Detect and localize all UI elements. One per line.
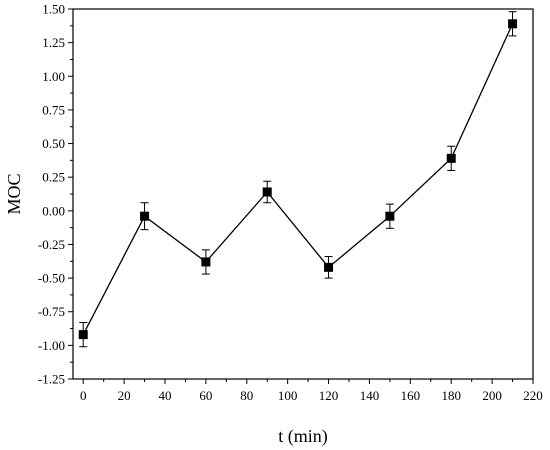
series-line [82,23,514,335]
x-tick-label: 0 [80,388,87,403]
data-point [78,330,88,340]
x-tick-label: 80 [240,388,253,403]
y-tick-label: 0.25 [42,170,65,185]
y-axis-label: MOC [4,173,24,214]
data-point [446,153,456,163]
data-point [324,262,334,272]
data-point [140,211,150,221]
x-tick-label: 120 [319,388,339,403]
data-point [262,187,272,197]
x-tick-label: 60 [199,388,212,403]
y-tick-label: -1.00 [38,338,65,353]
x-tick-label: 140 [360,388,380,403]
data-point [201,257,211,267]
x-tick-label: 220 [523,388,543,403]
x-axis-label: t (min) [278,426,328,447]
y-tick-label: 0.75 [42,102,65,117]
y-tick-label: -0.50 [38,271,65,286]
y-tick-label: -0.75 [38,304,65,319]
y-tick-label: 1.25 [42,35,65,50]
y-tick-label: 0.50 [42,136,65,151]
x-tick-label: 20 [118,388,131,403]
y-tick-label: 1.50 [42,2,65,17]
y-tick-label: -1.25 [38,372,65,387]
x-tick-label: 100 [278,388,298,403]
data-point [385,211,395,221]
x-tick-label: 200 [482,388,502,403]
x-tick-label: 180 [441,388,461,403]
x-tick-label: 160 [401,388,421,403]
y-axis-ticks: -1.25 -1.00 -0.75 -0.50 -0.25 0.00 0.25 0.50 0.7… [38,2,73,387]
y-tick-label: 0.00 [42,203,65,218]
y-tick-label: -0.25 [38,237,65,252]
y-tick-label: 1.00 [42,69,65,84]
plot-frame [72,8,534,380]
data-point [508,19,518,29]
x-tick-label: 40 [159,388,172,403]
series-layer [78,11,518,348]
x-axis-ticks: 0 20 40 60 80 100 120 140 160 180 200 220 [80,379,543,403]
